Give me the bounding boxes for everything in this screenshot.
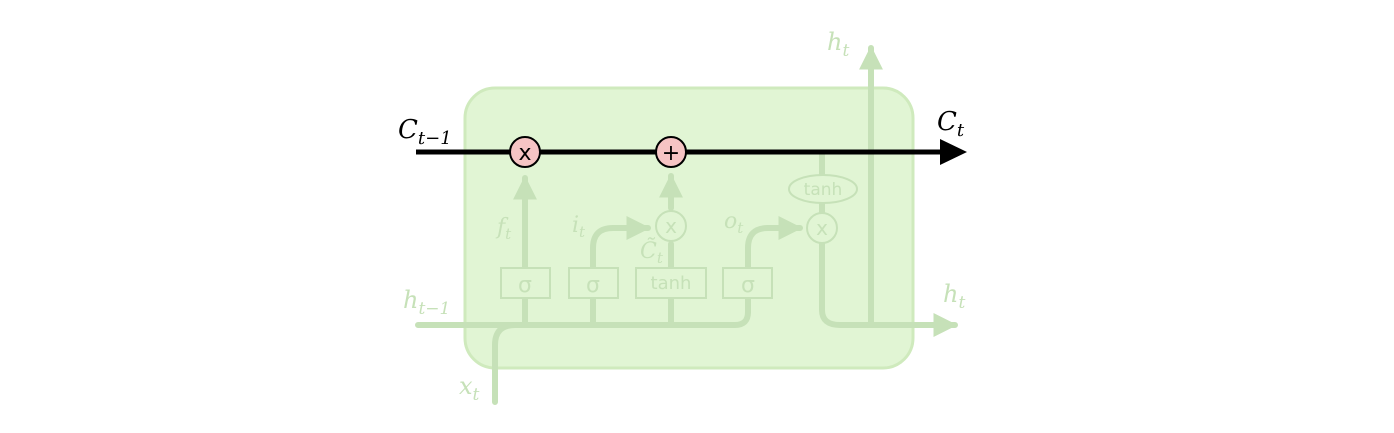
x-input-line [492, 322, 518, 405]
x-input-label: xt [459, 372, 480, 405]
sigma-label-1: σ [518, 273, 532, 298]
input-add-symbol: + [662, 141, 680, 166]
forget-multiply-circle [509, 136, 541, 168]
sigma-box-2 [568, 267, 619, 299]
input-gate-arrow [590, 216, 651, 271]
input-multiply-symbol: x [665, 214, 677, 238]
sigma-label-3: σ [741, 273, 755, 298]
sigma-box-1 [500, 267, 551, 299]
input-gate-label: it [572, 213, 586, 241]
sigma-box-3 [722, 267, 773, 299]
faded-connections [415, 45, 958, 405]
c-prev-label: Ct−1 [398, 115, 452, 149]
forget-multiply-symbol: x [518, 141, 531, 166]
h-next-right-label: ht [943, 280, 965, 313]
output-gate-arrow [745, 216, 803, 271]
cell-state-arrowhead [940, 139, 967, 165]
tanh-layer-box [635, 267, 707, 299]
sigma-label-2: σ [586, 273, 600, 298]
output-multiply-circle [806, 212, 838, 244]
tanh-layer-label: tanh [651, 273, 692, 294]
faded-operators: x x [655, 210, 838, 244]
h-prev-label: ht−1 [403, 286, 450, 319]
tanh-pointwise-ellipse [788, 174, 858, 204]
candidate-label: C̃t [640, 238, 664, 267]
input-multiply-circle [655, 210, 687, 242]
h-next-right-arrow [819, 241, 958, 337]
c-next-label: Ct [937, 107, 965, 141]
output-multiply-symbol: x [816, 216, 828, 240]
faded-labels: ft it C̃t ot ht−1 ht ht xt [403, 28, 965, 405]
input-add-circle [655, 136, 687, 168]
gate-layers: σ σ tanh σ tanh [500, 174, 858, 299]
h-next-top-label: ht [827, 28, 849, 61]
cell-state-highlight: x + Ct−1 Ct [398, 107, 967, 168]
output-gate-label: ot [724, 209, 744, 237]
tanh-pointwise-label: tanh [804, 180, 843, 200]
